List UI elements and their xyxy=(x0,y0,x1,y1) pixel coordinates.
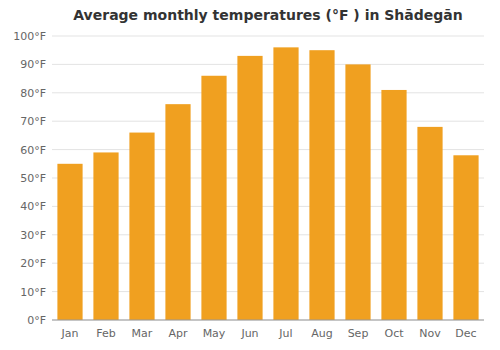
x-tick-label: Dec xyxy=(455,327,476,340)
x-tick-label: Aug xyxy=(311,327,332,340)
grid-line xyxy=(52,64,484,65)
bar xyxy=(129,133,154,320)
grid xyxy=(52,36,484,320)
y-tick-label: 0°F xyxy=(27,314,46,327)
y-tick-label: 70°F xyxy=(20,115,46,128)
x-tick-label: Apr xyxy=(168,327,188,340)
bar xyxy=(273,47,298,320)
y-tick-label: 20°F xyxy=(20,257,46,270)
y-tick-label: 10°F xyxy=(20,286,46,299)
title: Average monthly temperatures (°F ) in Sh… xyxy=(73,7,462,23)
bar xyxy=(237,56,262,320)
x-axis-line xyxy=(52,320,484,321)
chart: Average monthly temperatures (°F ) in Sh… xyxy=(0,0,500,350)
x-tick-label: Feb xyxy=(96,327,115,340)
x-tick-label: Jan xyxy=(61,327,79,340)
x-tick-label: Sep xyxy=(348,327,369,340)
x-tick-label: Jul xyxy=(278,327,292,340)
y-tick-label: 80°F xyxy=(20,87,46,100)
grid-line xyxy=(52,92,484,93)
chart-container: Average monthly temperatures (°F ) in Sh… xyxy=(0,0,500,350)
x-tick-label: Nov xyxy=(419,327,441,340)
bar xyxy=(381,90,406,320)
bar xyxy=(345,64,370,320)
y-tick-label: 50°F xyxy=(20,172,46,185)
y-tick-label: 40°F xyxy=(20,200,46,213)
x-tick-label: Jun xyxy=(240,327,258,340)
bar xyxy=(201,76,226,320)
bar xyxy=(57,164,82,320)
y-tick-label: 90°F xyxy=(20,58,46,71)
y-tick-label: 100°F xyxy=(13,30,46,43)
bar xyxy=(309,50,334,320)
grid-line xyxy=(52,36,484,37)
x-axis: Jan Feb Mar Apr May Jun Jul Aug Sep Oct Nov Dec xyxy=(52,320,484,340)
bar xyxy=(417,127,442,320)
x-tick-label: May xyxy=(203,327,226,340)
bar xyxy=(165,104,190,320)
x-tick-label: Oct xyxy=(384,327,404,340)
bar xyxy=(93,152,118,320)
x-tick-label: Mar xyxy=(132,327,153,340)
y-tick-label: 60°F xyxy=(20,144,46,157)
grid-line xyxy=(52,320,484,321)
bars xyxy=(57,47,478,320)
y-tick-label: 30°F xyxy=(20,229,46,242)
grid-line xyxy=(52,121,484,122)
y-axis: 0°F 10°F 20°F 30°F 40°F 50°F 60°F 70°F 80°F 90°F 1… xyxy=(13,30,46,327)
bar xyxy=(453,155,478,320)
